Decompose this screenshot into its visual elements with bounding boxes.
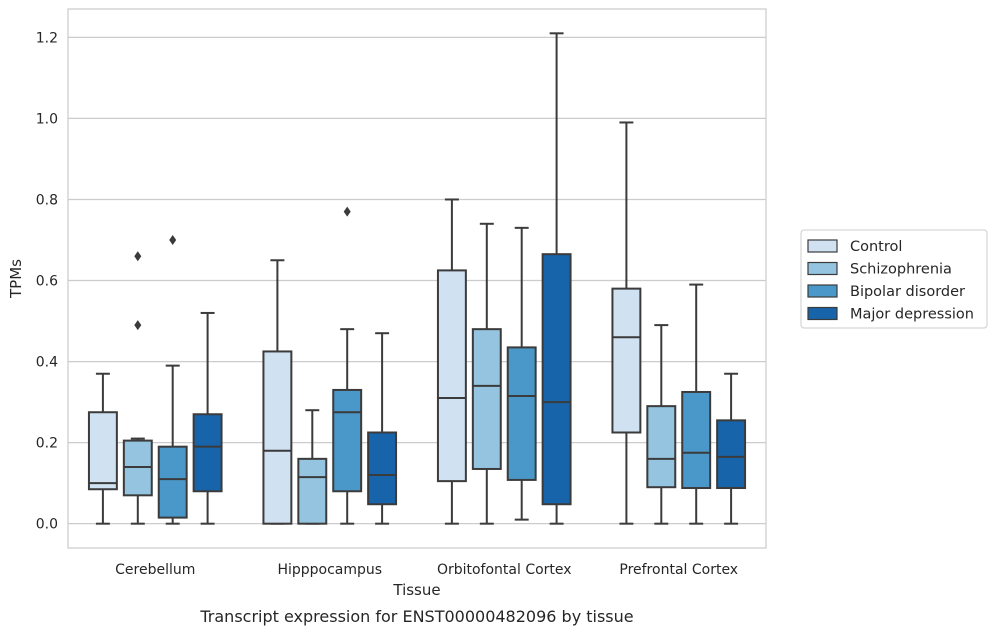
box-bipolar-disorder [506,226,537,521]
y-tick-label: 0.2 [36,436,58,452]
box-bipolar-disorder [681,283,712,525]
y-tick-labels: 0.0 0.2 0.4 0.6 0.8 1.0 1.2 [36,30,58,532]
legend: Control Schizophrenia Bipolar disorder Majo… [800,229,988,329]
iqr-box [611,287,642,434]
y-tick-label: 1.0 [36,111,58,127]
box-major-depression [716,372,747,525]
box-schizophrenia [471,222,502,525]
legend-swatch [807,239,838,253]
x-tick-label: Orbitofontal Cortex [437,562,572,578]
box-schizophrenia [646,324,677,525]
legend-frame [800,229,988,329]
iqr-box [367,431,398,506]
legend-label: Major depression [850,307,974,323]
iqr-box [541,253,572,506]
y-tick-label: 1.2 [36,30,58,46]
box-bipolar-disorder [332,206,363,525]
legend-swatch [807,261,838,276]
iqr-box [297,457,328,525]
grid-lines [68,36,766,525]
legend-label: Schizophrenia [850,262,952,278]
outlier-point [134,251,142,262]
iqr-box [262,350,293,525]
box-control [87,372,118,525]
x-tick-label: Cerebellum [115,562,195,578]
outlier-point [343,206,351,217]
box-bipolar-disorder [157,235,188,525]
iqr-box [87,411,118,491]
box-schizophrenia [122,251,153,525]
box-control [262,259,293,525]
box-schizophrenia [297,409,328,525]
iqr-box [192,413,223,493]
legend-label: Bipolar disorder [850,284,965,300]
iqr-box [716,419,747,490]
y-tick-label: 0.8 [36,192,58,208]
x-axis-title: Tissue [392,581,440,599]
y-tick-label: 0.6 [36,274,58,290]
plot-frame [67,8,767,549]
y-tick-label: 0.0 [36,517,58,533]
box-major-depression [541,32,572,525]
iqr-box [157,445,188,519]
iqr-box [646,405,677,489]
box-plots [87,32,747,525]
box-major-depression [367,332,398,525]
y-axis-title: TPMs [7,259,25,299]
box-major-depression [192,311,223,525]
iqr-box [436,269,467,483]
legend-swatch [807,306,838,321]
iqr-box [506,346,537,481]
iqr-box [471,328,502,470]
iqr-box [332,388,363,493]
iqr-box [681,390,712,490]
x-tick-label: Prefrontal Cortex [619,562,738,578]
legend-label: Control [850,239,902,255]
x-tick-labels: Cerebellum Hipppocampus Orbitofontal Corte… [115,562,738,578]
box-control [611,121,642,525]
box-control [436,198,467,525]
outlier-point [134,320,142,331]
chart-caption: Transcript expression for ENST0000048209… [199,607,633,626]
outlier-point [169,235,177,245]
iqr-box [122,439,153,497]
y-tick-label: 0.4 [36,355,58,371]
x-tick-label: Hipppocampus [277,562,382,578]
legend-swatch [807,284,838,298]
